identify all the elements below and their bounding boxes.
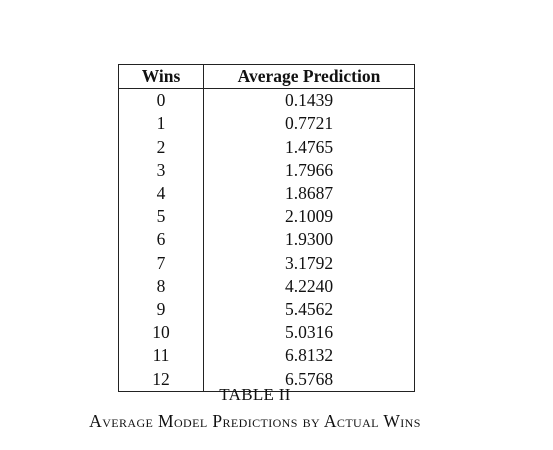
cell-wins: 7 xyxy=(118,251,204,275)
cell-prediction: 0.1439 xyxy=(284,90,334,111)
cell-prediction: 6.8132 xyxy=(284,345,334,366)
table-row: 5 2.1009 xyxy=(118,205,415,229)
header-wins: Wins xyxy=(118,64,204,90)
cell-prediction: 1.9300 xyxy=(284,229,334,250)
table-row: 8 4.2240 xyxy=(118,274,415,299)
table-row: 10 5.0316 xyxy=(118,321,415,345)
cell-wins: 11 xyxy=(118,344,204,368)
cell-wins: 5 xyxy=(118,205,204,229)
cell-prediction: 1.8687 xyxy=(284,183,334,204)
cell-prediction: 6.5768 xyxy=(284,368,334,389)
cell-wins: 6 xyxy=(118,228,204,252)
table-caption-title: Average Model Predictions by Actual Wins xyxy=(89,411,421,431)
cell-wins: 8 xyxy=(118,274,204,299)
table-row: 3 1.7966 xyxy=(118,158,415,183)
table-row: 9 5.4562 xyxy=(118,298,415,322)
cell-prediction: 5.4562 xyxy=(284,299,334,320)
predictions-table-container: Wins Average Prediction 0 0.1439 1 0.772… xyxy=(118,64,415,392)
table-row: 7 3.1792 xyxy=(118,251,415,275)
cell-wins: 12 xyxy=(118,367,204,392)
header-row: Wins Average Prediction xyxy=(118,64,415,90)
cell-prediction: 1.7966 xyxy=(284,159,334,180)
cell-wins: 2 xyxy=(118,135,204,159)
cell-prediction: 2.1009 xyxy=(284,206,334,227)
table-header: Wins Average Prediction xyxy=(118,64,415,90)
cell-prediction: 4.2240 xyxy=(284,275,334,296)
table-caption-label: TABLE II xyxy=(219,385,291,404)
header-average-prediction: Average Prediction xyxy=(203,64,415,90)
predictions-table: Wins Average Prediction 0 0.1439 1 0.772… xyxy=(118,64,415,392)
table-row: 2 1.4765 xyxy=(118,135,415,159)
cell-prediction: 5.0316 xyxy=(284,322,334,343)
cell-wins: 3 xyxy=(118,158,204,183)
table-row: 6 1.9300 xyxy=(118,228,415,252)
cell-wins: 1 xyxy=(118,112,204,136)
cell-wins: 0 xyxy=(118,88,204,113)
table-row: 0 0.1439 xyxy=(118,88,415,113)
cell-prediction: 1.4765 xyxy=(284,136,334,157)
table-row: 1 0.7721 xyxy=(118,112,415,136)
table-row: 4 1.8687 xyxy=(118,182,415,206)
table-row: 11 6.8132 xyxy=(118,344,415,368)
cell-wins: 4 xyxy=(118,182,204,206)
cell-wins: 9 xyxy=(118,298,204,322)
cell-prediction: 3.1792 xyxy=(284,252,334,273)
cell-prediction: 0.7721 xyxy=(284,113,334,134)
table-body: 0 0.1439 1 0.7721 2 1.4765 3 1.7966 4 1.… xyxy=(118,88,415,392)
table-row: 12 6.5768 xyxy=(118,367,415,392)
cell-wins: 10 xyxy=(118,321,204,345)
